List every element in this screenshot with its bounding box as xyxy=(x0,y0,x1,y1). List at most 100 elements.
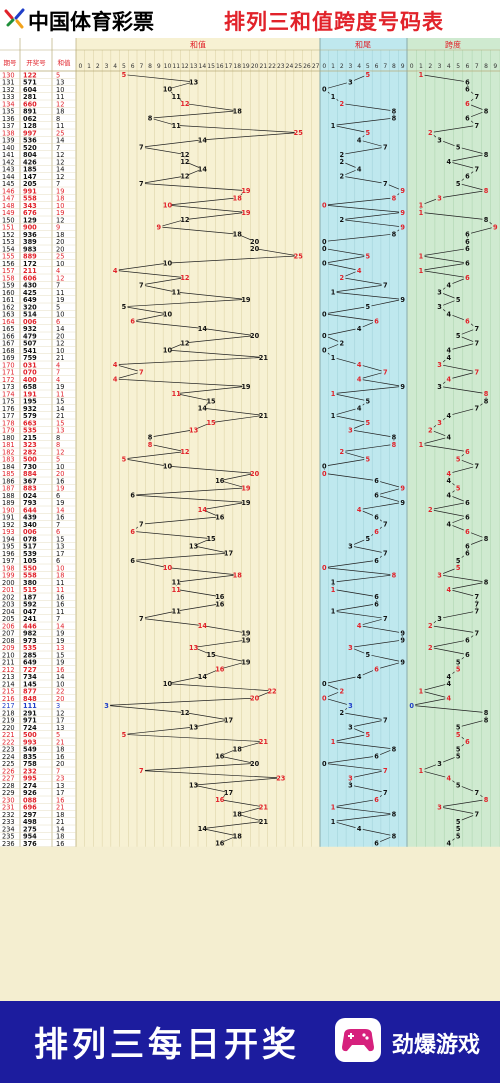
span-point-label: 4 xyxy=(447,477,452,485)
lottery-logo-icon xyxy=(4,8,25,29)
sum-point-label-bg xyxy=(163,310,172,318)
sum-value-cell: 8 xyxy=(56,115,60,123)
span-point-label: 5 xyxy=(456,180,461,188)
sum-point-label-bg xyxy=(181,709,189,716)
number-cell: 281 xyxy=(23,93,37,101)
number-cell: 549 xyxy=(23,746,37,754)
period-cell: 165 xyxy=(2,325,15,333)
number-cell: 439 xyxy=(23,514,37,522)
span-point-label: 3 xyxy=(437,760,442,768)
tail-point-label-bg xyxy=(320,201,328,209)
sum-point-label: 21 xyxy=(259,738,269,746)
sum-point-label: 18 xyxy=(233,194,243,202)
tail-point-label: 5 xyxy=(366,252,371,260)
sum-tick-label: 23 xyxy=(277,63,285,70)
tail-point-label: 7 xyxy=(383,550,388,558)
tail-point-label: 3 xyxy=(348,782,353,790)
span-point-label: 8 xyxy=(484,397,489,405)
sum-point-label-bg xyxy=(163,680,172,687)
sum-point-label-bg xyxy=(259,412,267,419)
sum-point-label: 19 xyxy=(241,383,251,391)
tail-point-label-bg xyxy=(372,839,381,847)
span-point-label: 5 xyxy=(456,753,461,761)
period-cell: 131 xyxy=(2,79,15,87)
span-point-label-bg xyxy=(482,187,490,194)
tail-point-label-bg xyxy=(364,455,372,463)
period-cell: 166 xyxy=(2,332,15,340)
sum-value-cell: 14 xyxy=(56,325,64,333)
sum-value-cell: 14 xyxy=(56,622,64,630)
tail-point-label-bg xyxy=(364,419,372,426)
tail-point-label: 6 xyxy=(374,557,379,565)
period-cell: 155 xyxy=(2,253,15,261)
number-cell: 558 xyxy=(23,572,37,580)
span-point-label: 6 xyxy=(465,173,470,181)
tail-point-label-bg xyxy=(346,78,355,86)
period-cell: 175 xyxy=(2,398,15,406)
period-cell: 154 xyxy=(2,245,15,253)
span-point-label-bg xyxy=(454,832,462,840)
sum-point-label: 10 xyxy=(163,310,173,318)
sum-point-label-bg xyxy=(120,731,128,738)
span-point-label: 7 xyxy=(474,122,479,130)
tail-point-label: 3 xyxy=(348,426,353,434)
span-point-label-bg xyxy=(445,281,453,289)
span-point-label-bg xyxy=(426,644,434,651)
sum-point-label: 16 xyxy=(215,753,225,761)
sum-point-label-bg xyxy=(163,259,172,267)
number-cell: 479 xyxy=(23,332,37,340)
sum-point-label-bg xyxy=(198,325,206,332)
sum-point-label-bg xyxy=(233,832,241,840)
page-title: 排列三和值跨度号码表 xyxy=(224,9,444,34)
number-cell: 070 xyxy=(23,369,37,377)
period-cell: 168 xyxy=(2,347,15,355)
sum-value-cell: 13 xyxy=(56,427,64,435)
tail-point-label: 2 xyxy=(339,274,344,282)
sum-value-cell: 18 xyxy=(56,811,64,819)
span-point-label-bg xyxy=(435,571,444,579)
span-point-label: 4 xyxy=(447,774,452,782)
number-cell: 644 xyxy=(23,506,37,514)
span-point-label: 8 xyxy=(484,796,489,804)
period-cell: 189 xyxy=(2,499,15,507)
sum-value-cell: 11 xyxy=(56,122,64,130)
sum-value-cell: 21 xyxy=(56,412,64,420)
number-cell: 758 xyxy=(23,760,37,768)
period-cell: 226 xyxy=(2,767,15,775)
sum-value-cell: 7 xyxy=(56,180,60,188)
sum-value-cell: 12 xyxy=(56,274,64,282)
tail-point-label-bg xyxy=(346,723,355,731)
span-point-label: 6 xyxy=(465,100,470,108)
tail-point-label: 6 xyxy=(374,666,379,674)
tail-point-label-bg xyxy=(355,136,363,144)
sum-point-label: 8 xyxy=(148,441,153,449)
sum-point-label: 13 xyxy=(189,644,199,652)
tail-point-label: 6 xyxy=(374,753,379,761)
tail-point-label-bg xyxy=(364,651,372,658)
tail-point-label: 6 xyxy=(374,593,379,601)
tail-point-label-bg xyxy=(381,520,389,528)
span-point-label: 1 xyxy=(419,209,424,217)
sum-tick-label: 5 xyxy=(122,63,126,70)
number-cell: 660 xyxy=(23,100,37,108)
span-point-label: 3 xyxy=(437,571,442,579)
tail-point-label: 7 xyxy=(383,521,388,529)
tail-point-label-bg xyxy=(329,93,337,100)
span-point-label: 7 xyxy=(474,165,479,173)
sum-point-label: 9 xyxy=(156,223,161,231)
tail-point-label-bg xyxy=(320,332,328,339)
number-cell: 997 xyxy=(23,129,37,137)
sum-point-label: 16 xyxy=(215,666,225,674)
tail-point-label-bg xyxy=(320,462,328,470)
sum-point-label-bg xyxy=(172,122,180,129)
sum-value-cell: 4 xyxy=(56,376,60,384)
sum-value-cell: 13 xyxy=(56,724,64,732)
period-cell: 130 xyxy=(2,71,15,79)
span-point-label: 7 xyxy=(474,600,479,608)
number-cell: 520 xyxy=(23,144,37,152)
tail-point-label: 1 xyxy=(331,93,336,101)
tail-point-label-bg xyxy=(320,238,328,245)
sum-value-cell: 19 xyxy=(56,209,64,217)
tail-point-label: 0 xyxy=(322,86,327,94)
sum-point-label-bg xyxy=(216,752,224,760)
